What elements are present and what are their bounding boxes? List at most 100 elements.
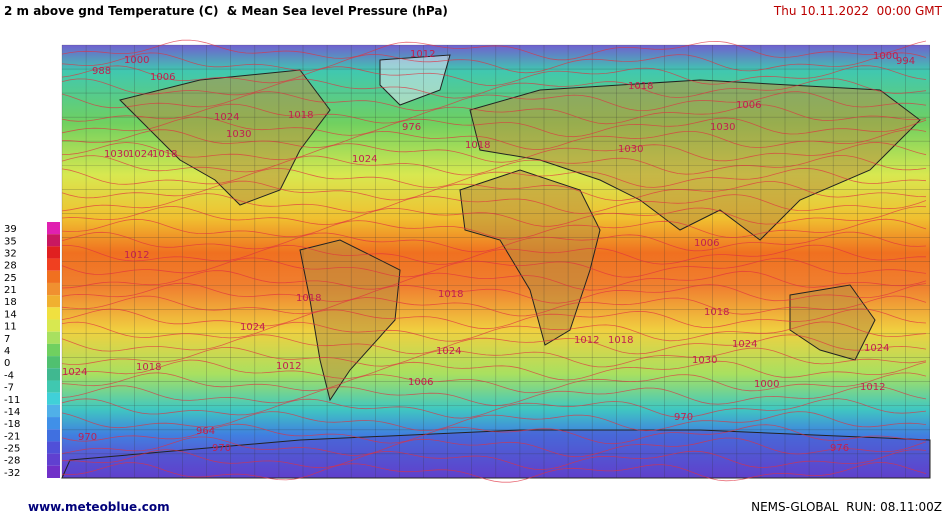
isobar xyxy=(61,129,927,150)
legend-swatch xyxy=(47,319,60,332)
legend-swatch xyxy=(47,368,60,381)
isobar xyxy=(61,91,927,112)
legend-label: 32 xyxy=(4,248,17,259)
legend-label: -28 xyxy=(4,456,20,467)
isobar xyxy=(61,180,927,201)
isobar xyxy=(61,334,927,355)
legend-swatch xyxy=(47,404,60,418)
legend-label: 11 xyxy=(4,322,17,333)
isobar-label: 1006 xyxy=(150,72,175,83)
valid-time: Thu 10.11.2022 00:00 GMT xyxy=(773,4,942,18)
isobar xyxy=(61,218,927,240)
isobar-label: 1018 xyxy=(296,293,321,304)
legend-label: -4 xyxy=(4,370,14,381)
isobar xyxy=(61,321,927,342)
map-title: 2 m above gnd Temperature (C) & Mean Sea… xyxy=(4,4,448,18)
isobar-label: 970 xyxy=(78,432,97,443)
isobar-label: 1018 xyxy=(136,362,161,373)
isobars xyxy=(61,39,927,483)
legend-label: 25 xyxy=(4,273,17,284)
legend-label: 28 xyxy=(4,261,17,272)
legend-swatch xyxy=(47,429,60,442)
legend-label: -14 xyxy=(4,407,20,418)
isobar-label: 1006 xyxy=(408,377,433,388)
isobar xyxy=(61,65,927,86)
isobar xyxy=(61,423,927,445)
legend-label: 35 xyxy=(4,236,17,247)
isobar-label: 1012 xyxy=(410,49,435,60)
isobar-label: 1012 xyxy=(574,335,599,346)
isobar-label: 1018 xyxy=(465,140,490,151)
legend-label: -11 xyxy=(4,395,20,406)
legend-swatch xyxy=(47,307,60,320)
isobar-label: 976 xyxy=(402,122,421,133)
isobar xyxy=(61,462,927,483)
legend-swatch xyxy=(47,356,60,369)
isobar-label: 1030 xyxy=(618,144,643,155)
isobar xyxy=(61,282,927,304)
isobar-label: 1012 xyxy=(860,382,885,393)
isobar xyxy=(61,295,927,317)
legend-swatch xyxy=(47,453,60,466)
isobar xyxy=(61,346,927,368)
isobar xyxy=(61,385,927,406)
isobar-label: 1018 xyxy=(704,307,729,318)
isobar-label: 1030 xyxy=(692,355,717,366)
isobar-label: 1024 xyxy=(352,154,377,165)
legend-label: 14 xyxy=(4,309,17,320)
legend-label: 39 xyxy=(4,224,17,235)
model-run: NEMS-GLOBAL RUN: 08.11:00Z xyxy=(751,500,942,514)
legend-label: 0 xyxy=(4,358,10,369)
isobar xyxy=(61,270,927,291)
isobar-label: 1024 xyxy=(240,322,265,333)
graticule xyxy=(61,44,930,479)
legend-swatch xyxy=(47,392,60,405)
isobar-label: 1006 xyxy=(694,238,719,249)
isobar-label: 964 xyxy=(196,426,215,437)
legend-swatch xyxy=(47,331,60,344)
isobar-label: 1030 xyxy=(226,129,251,140)
legend-swatch xyxy=(47,282,60,296)
isobar-label: 1030 xyxy=(104,149,129,160)
isobar xyxy=(61,142,927,163)
isobar-label: 1030 xyxy=(710,122,735,133)
isobar xyxy=(61,154,927,176)
legend-label: -25 xyxy=(4,444,20,455)
isobar-label: 1000 xyxy=(754,379,779,390)
isobar xyxy=(61,372,927,394)
legend-label: 4 xyxy=(4,346,10,357)
isobar-label: 1018 xyxy=(628,81,653,92)
legend-swatch xyxy=(47,465,60,478)
legend-swatch xyxy=(47,222,60,235)
isobar-label: 1024 xyxy=(62,367,87,378)
isobar xyxy=(61,231,927,253)
isobar-label: 970 xyxy=(212,443,231,454)
isobar xyxy=(61,257,927,278)
isobar xyxy=(61,39,927,61)
legend-label: 21 xyxy=(4,285,17,296)
legend-swatch xyxy=(47,441,60,454)
isobar-label: 976 xyxy=(830,443,849,454)
isobar xyxy=(61,193,927,214)
isobar-label: 1006 xyxy=(736,100,761,111)
legend-label: 7 xyxy=(4,334,10,345)
legend-swatch xyxy=(47,246,60,259)
isobar xyxy=(61,436,927,458)
isobar xyxy=(61,205,927,227)
isobar-label: 1018 xyxy=(288,110,313,121)
isobar-label: 1012 xyxy=(276,361,301,372)
legend-label: 18 xyxy=(4,297,17,308)
isobar xyxy=(61,359,927,381)
isobar-label: 988 xyxy=(92,66,111,77)
legend-label: -7 xyxy=(4,383,14,394)
isobar-label: 1018 xyxy=(608,335,633,346)
isobar xyxy=(61,308,927,330)
site-link[interactable]: www.meteoblue.com xyxy=(28,500,170,514)
legend-label: -32 xyxy=(4,468,20,479)
isobar-label: 1012 xyxy=(124,250,149,261)
isobar xyxy=(61,167,927,188)
